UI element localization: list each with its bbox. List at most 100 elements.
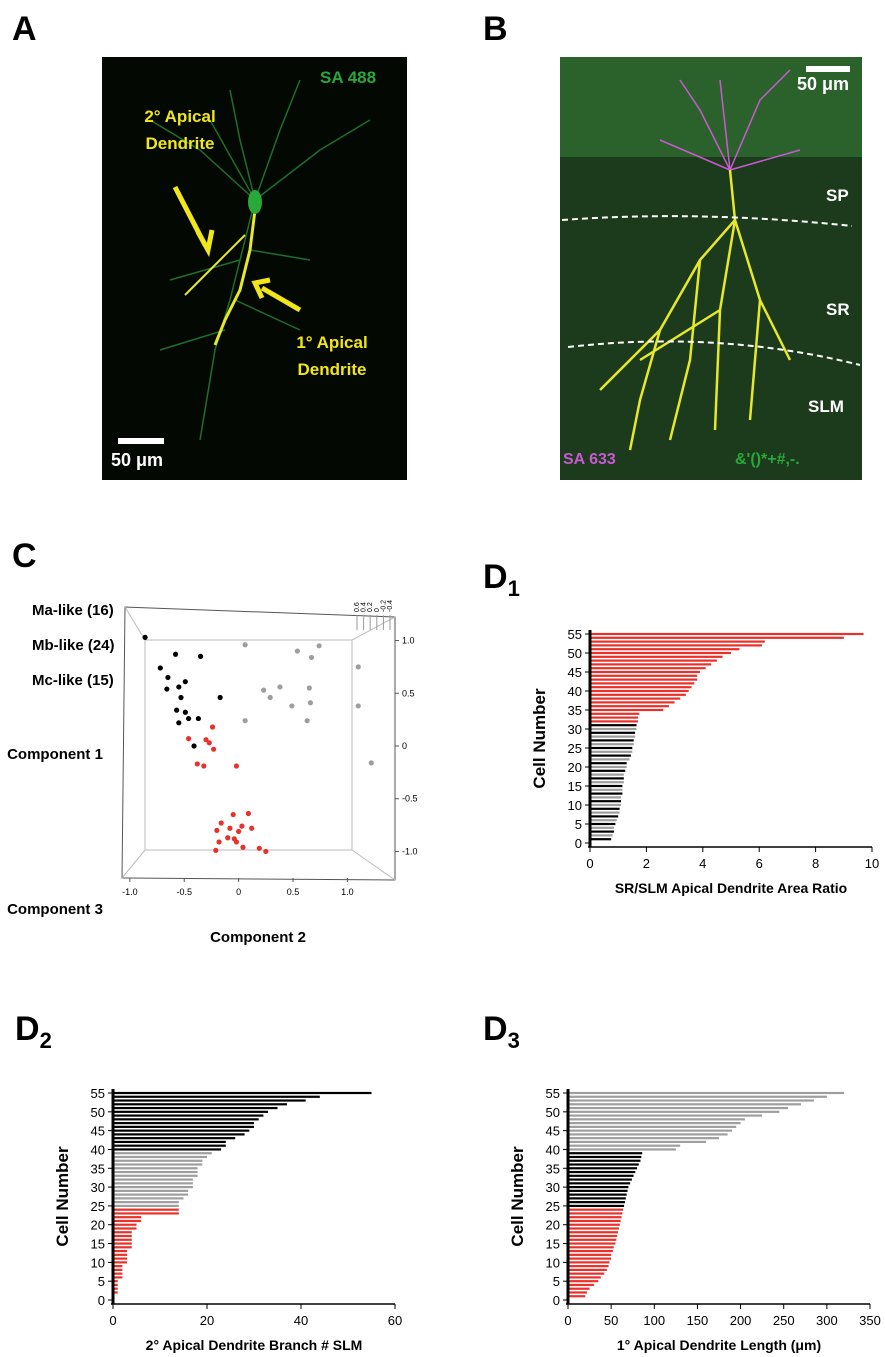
bar [113,1268,123,1271]
point [227,825,233,831]
bar [113,1242,132,1245]
point [142,634,148,640]
bar [590,716,638,719]
bar [113,1095,320,1098]
x-tick-label: 40 [294,1313,308,1328]
point [261,687,267,693]
point [182,679,188,685]
point [176,684,182,690]
bar [568,1223,620,1226]
y-tick-label: 0.5 [402,688,415,698]
y-axis-label: Cell Number [53,1146,72,1247]
panel-label: A [12,10,37,48]
point [225,835,231,841]
x-tick-label: 150 [687,1313,709,1328]
bar [113,1182,193,1185]
scale-label: 50 μm [797,74,850,94]
y-tick-label: 55 [91,1086,105,1101]
bar [590,659,717,662]
y-tick-label: 5 [575,817,582,832]
point [230,811,236,818]
x-tick-label: 60 [388,1313,402,1328]
bar [590,784,623,788]
bar [590,720,638,723]
x-tick-label: 0 [564,1313,571,1328]
x-tick-label: -0.5 [176,887,192,897]
bar [590,682,695,685]
bar [590,792,623,795]
bar [568,1167,638,1170]
bar [113,1208,179,1211]
point [245,810,252,817]
x-tick-label: 50 [604,1313,618,1328]
bar [113,1140,226,1144]
point [240,844,246,850]
bar [113,1204,179,1208]
y-tick-label: 45 [91,1124,105,1139]
point [211,746,217,752]
z-tick-label: 0.4 [361,602,368,612]
bar [568,1242,616,1245]
bar [568,1238,617,1241]
bar [568,1212,623,1215]
bar [590,724,637,727]
bar [568,1148,676,1151]
x-tick-label: 0 [109,1313,116,1328]
bar [590,830,614,833]
bar [590,727,637,731]
point [233,763,240,769]
point [186,715,192,722]
y-tick-label: 30 [91,1180,105,1195]
bar [568,1170,636,1174]
bar [113,1159,203,1162]
point [294,648,300,654]
x-tick-label: 200 [730,1313,752,1328]
bar [113,1110,269,1113]
stain-label: SA 633 [563,451,616,468]
bar [568,1295,586,1298]
bar [113,1163,203,1166]
bar [590,815,619,818]
bar [568,1163,639,1166]
x-tick-label: 2 [643,856,650,871]
y-tick-label: 35 [568,703,582,718]
panel-label: C [12,537,37,575]
bar [568,1216,622,1219]
bar [568,1159,641,1162]
bar [590,746,633,750]
x-tick-label: 250 [773,1313,795,1328]
x-tick-label: 0 [586,856,593,871]
x-tick-label: 4 [699,856,706,871]
bar [568,1110,780,1113]
bar [590,739,634,742]
point [217,694,223,701]
bar [568,1099,814,1102]
bar [113,1099,306,1102]
y-tick-label: 30 [568,722,582,737]
y-tick-label: 0 [553,1293,560,1308]
x-tick-label: 20 [200,1313,214,1328]
bar [113,1129,250,1132]
bar [590,769,626,772]
panel-letter: A [12,10,37,48]
y-tick-label: 5 [98,1274,105,1289]
point [195,715,201,722]
x-tick-label: 350 [859,1313,881,1328]
panel-label: D3 [483,1010,520,1053]
bar [590,731,636,734]
x-tick-label: 100 [643,1313,665,1328]
y-tick-label: 50 [546,1105,560,1120]
point [289,703,295,709]
bar [568,1193,627,1196]
soma [248,190,262,214]
y-tick-label: -1.0 [402,846,418,856]
bar [590,788,623,791]
point [236,828,242,835]
bar [113,1152,212,1155]
z-tick-label: 0.6 [354,602,361,612]
bar [113,1133,245,1136]
bar [113,1103,287,1106]
dendrites-b [659,69,801,171]
panel-letter: C [12,537,37,575]
